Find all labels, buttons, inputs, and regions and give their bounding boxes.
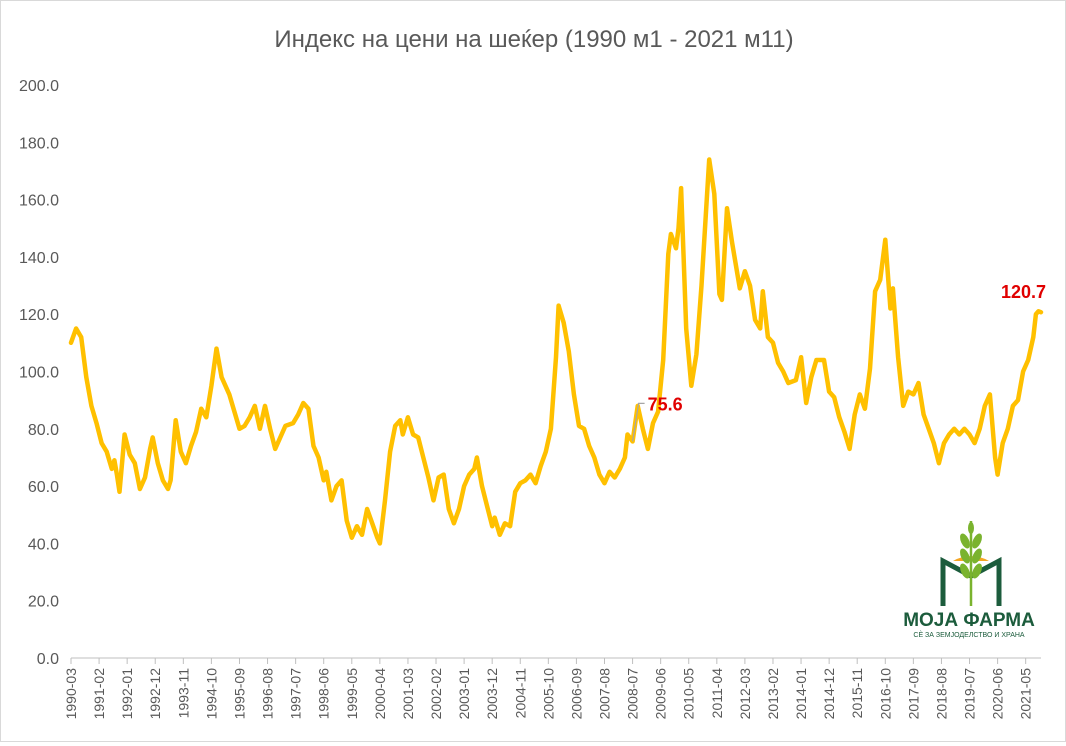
y-axis: 0.0 20.0 40.0 60.0 80.0 100.0 120.0 140.0 160.0 1… xyxy=(19,78,59,668)
y-tick-label: 200.0 xyxy=(19,78,59,95)
x-tick-label: 1995-09 xyxy=(231,668,247,720)
logo-name: МОЈА ФАРМА xyxy=(903,610,1035,631)
x-tick-label: 2000-04 xyxy=(372,668,388,720)
x-tick-label: 2014-01 xyxy=(793,668,809,720)
series-line xyxy=(68,157,1044,546)
y-tick-label: 120.0 xyxy=(19,307,59,324)
data-label: 120.7 xyxy=(1001,282,1046,302)
y-tick-label: 0.0 xyxy=(37,651,59,668)
x-tick-label: 1990-03 xyxy=(63,668,79,720)
x-tick-label: 1992-12 xyxy=(147,668,163,720)
x-tick-label: 1996-08 xyxy=(260,668,276,720)
y-tick-label: 160.0 xyxy=(19,193,59,210)
annotation-layer: 75.6 120.7 xyxy=(632,282,1046,442)
x-tick-label: 2014-12 xyxy=(821,668,837,720)
x-tick-label: 2015-11 xyxy=(849,668,865,719)
data-label: 75.6 xyxy=(648,394,683,414)
x-tick-label: 2011-04 xyxy=(709,668,725,719)
x-tick-label: 2004-11 xyxy=(512,668,528,719)
x-tick-label: 2003-01 xyxy=(456,668,472,720)
x-axis: 1990-03 1991-02 1992-01 1992-12 1993-11 1994-… xyxy=(63,657,1041,720)
x-tick-label: 1997-07 xyxy=(288,668,304,720)
x-tick-label: 2021-05 xyxy=(1018,668,1034,720)
x-tick-label: 2020-06 xyxy=(990,668,1006,720)
y-tick-label: 180.0 xyxy=(19,135,59,152)
y-tick-label: 20.0 xyxy=(28,594,59,611)
logo-wheat-grains xyxy=(960,522,982,579)
x-tick-label: 2003-12 xyxy=(484,668,500,720)
x-tick-label: 2001-03 xyxy=(400,668,416,720)
x-tick-label: 1993-11 xyxy=(175,668,191,719)
x-tick-label: 2009-06 xyxy=(653,668,669,720)
x-tick-label: 1991-02 xyxy=(91,668,107,720)
x-tick-label: 1998-06 xyxy=(316,668,332,720)
moja-farma-logo: МОЈА ФАРМА СЀ ЗА ЗЕМЈОДЕЛСТВО И ХРАНА xyxy=(903,521,1035,639)
x-tick-label: 1999-05 xyxy=(344,668,360,720)
chart-title: Индекс на цени на шеќер (1990 м1 - 2021 … xyxy=(274,26,793,53)
y-tick-label: 100.0 xyxy=(19,365,59,382)
x-tick-label: 1992-01 xyxy=(119,668,135,720)
x-tick-label: 2010-05 xyxy=(681,668,697,720)
data-label-leader xyxy=(632,402,645,442)
x-tick-label: 2007-08 xyxy=(597,668,613,720)
x-tick-label: 2012-03 xyxy=(737,668,753,720)
x-tick-label: 2018-08 xyxy=(933,668,949,720)
logo-tagline: СЀ ЗА ЗЕМЈОДЕЛСТВО И ХРАНА xyxy=(913,630,1025,639)
x-tick-label: 2013-02 xyxy=(765,668,781,720)
series-layer xyxy=(68,157,1044,546)
x-tick-label: 2016-10 xyxy=(877,668,893,720)
x-tick-label: 2008-07 xyxy=(625,668,641,720)
x-tick-label: 1994-10 xyxy=(203,668,219,720)
x-tick-label: 2019-07 xyxy=(962,668,978,720)
y-tick-label: 80.0 xyxy=(28,422,59,439)
x-tick-label: 2002-02 xyxy=(428,668,444,720)
x-tick-label: 2005-10 xyxy=(540,668,556,720)
x-tick-label: 2017-09 xyxy=(905,668,921,720)
y-tick-label: 40.0 xyxy=(28,536,59,553)
x-tick-label: 2006-09 xyxy=(568,668,584,720)
y-tick-label: 140.0 xyxy=(19,250,59,267)
y-tick-label: 60.0 xyxy=(28,479,59,496)
